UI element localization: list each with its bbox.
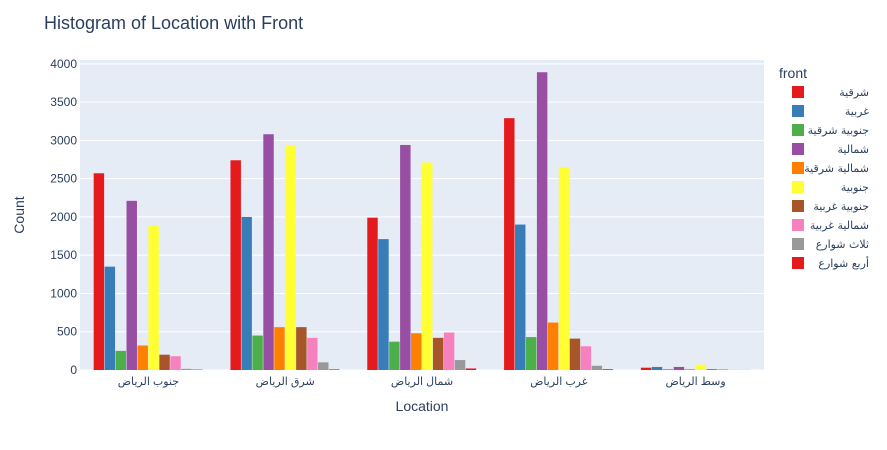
legend-label[interactable]: شمالية غربية [810,219,869,232]
y-tick-label: 2000 [50,210,77,224]
y-tick-label: 0 [70,363,77,377]
bar [411,333,422,370]
bar [504,118,515,370]
bar [274,327,285,370]
bar [378,239,389,370]
bar [159,354,170,370]
x-tick-label: شمال الرياض [391,376,453,388]
bar [706,369,717,370]
bar [367,217,378,370]
legend-swatch[interactable] [792,219,804,231]
y-axis-ticks: 0 500 1000 1500 2000 2500 3000 3500 4000 [50,57,77,377]
bar [126,200,137,370]
legend-label[interactable]: جنوبية غربية [813,200,869,213]
bar [662,369,674,370]
y-tick-label: 2500 [50,172,77,186]
y-axis-title: Count [11,196,27,233]
legend-label[interactable]: جنوبية شرقية [808,124,869,137]
bars [93,72,750,370]
x-axis-title: Location [396,398,449,414]
x-tick-label: غرب الرياض [530,376,588,388]
legend-label[interactable]: ثلاث شوارع [816,238,869,251]
bar [115,350,127,370]
bar [591,365,603,370]
legend-swatch[interactable] [792,162,804,174]
y-tick-label: 1000 [50,286,77,300]
bar [432,337,444,370]
legend-title: front [779,65,807,81]
bar [328,369,340,370]
bar [536,72,548,370]
bar [525,337,537,370]
bar [170,356,181,370]
x-tick-label: جنوب الرياض [118,376,179,388]
y-tick-label: 4000 [50,57,77,71]
legend-label[interactable]: شمالية شرقية [804,162,869,175]
legend-swatch[interactable] [792,124,804,136]
bar [148,226,159,370]
chart-title: Histogram of Location with Front [44,13,303,33]
bar [181,368,192,370]
bar [717,369,728,370]
bar [93,173,105,370]
y-tick-label: 1500 [50,248,77,262]
bar [241,216,252,370]
bar [515,224,526,370]
legend-swatch[interactable] [792,181,804,193]
bar [307,337,318,370]
legend-label[interactable]: غربية [845,105,869,118]
bar [684,369,696,370]
bar [389,341,400,370]
legend: شرقية غربية جنوبية شرقية شمالية شمالية شرقية… [792,86,869,270]
bar [569,338,581,370]
bar [104,266,116,370]
legend-swatch[interactable] [792,143,804,155]
legend-label[interactable]: شمالية [838,143,870,156]
legend-swatch[interactable] [792,200,804,212]
bar [318,362,329,370]
bar [547,322,559,370]
bar [422,162,433,370]
legend-swatch[interactable] [792,105,804,117]
y-tick-label: 500 [57,325,77,339]
bar [602,369,614,370]
bar [285,145,296,370]
x-tick-label: شرق الرياض [256,376,315,388]
legend-swatch[interactable] [792,257,804,269]
bar [252,335,263,370]
legend-label[interactable]: أربع شوارع [818,256,869,270]
bar [443,332,455,370]
y-tick-label: 3500 [50,95,77,109]
bar [558,167,570,370]
bar [695,364,707,370]
legend-label[interactable]: جنوبية [841,181,869,194]
legend-label[interactable]: شرقية [839,86,869,99]
bar [263,134,274,370]
bar [296,327,307,370]
bar [230,160,241,370]
bar [580,346,592,370]
x-axis-ticks: جنوب الرياض شرق الرياض شمال الرياض غرب الري… [118,376,726,388]
x-tick-label: وسط الرياض [665,376,725,388]
bar [651,366,663,370]
legend-swatch[interactable] [792,238,804,250]
bar [640,367,652,370]
bar [673,366,685,370]
bar [137,345,148,370]
legend-swatch[interactable] [792,86,804,98]
bar [400,144,411,370]
bar [465,368,477,370]
y-tick-label: 3000 [50,133,77,147]
bar [454,360,466,370]
